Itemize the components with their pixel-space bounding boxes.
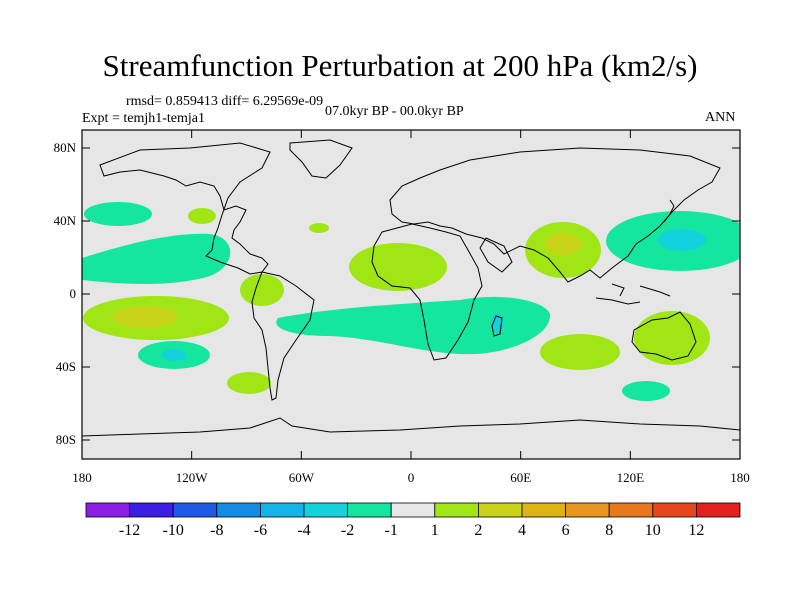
- colorbar-label: 12: [688, 522, 704, 539]
- negative-anomaly-region: [276, 296, 551, 355]
- colorbar-swatch: [434, 502, 479, 518]
- north-america-coast: [99, 142, 271, 275]
- japan-coast: [663, 199, 675, 223]
- colorbar-label: -2: [341, 522, 354, 539]
- positive-anomaly-core: [113, 306, 177, 328]
- colorbar-label: 8: [605, 522, 613, 539]
- colorbar-swatch: [172, 502, 218, 518]
- colorbar-swatch: [477, 502, 523, 518]
- axis-ticks: 80N 40N 0 40S 80S 180 120W 60W 0 60E 120E 180: [54, 130, 750, 485]
- negative-anomaly-core: [162, 349, 186, 361]
- colorbar-label: 4: [518, 522, 526, 539]
- x-tick-label: 120E: [617, 470, 645, 485]
- negative-anomaly-region: [82, 233, 231, 284]
- positive-anomaly-region: [540, 334, 620, 370]
- colorbar-label: -1: [385, 522, 398, 539]
- y-tick-label: 40S: [56, 359, 76, 374]
- y-tick-label: 80N: [54, 140, 77, 155]
- colorbar-label: 6: [562, 522, 570, 539]
- negative-anomaly-core: [658, 229, 706, 251]
- time-period-label: 07.0kyr BP - 00.0kyr BP: [325, 104, 464, 119]
- colorbar-label: -8: [210, 522, 223, 539]
- positive-anomaly-region: [240, 274, 284, 306]
- arabian-peninsula-coast: [479, 237, 513, 273]
- colorbar-label: 1: [431, 522, 439, 539]
- x-tick-label: 0: [408, 470, 415, 485]
- colorbar-label: 10: [645, 522, 661, 539]
- south-america-coast: [251, 271, 315, 401]
- africa-coast: [371, 223, 483, 361]
- colorbar-swatch: [85, 502, 130, 518]
- colorbar-swatch: [129, 502, 174, 518]
- plot-title: Streamfunction Perturbation at 200 hPa (…: [102, 48, 698, 83]
- colorbar-swatch: [259, 502, 305, 518]
- positive-anomaly-region: [188, 208, 216, 224]
- positive-anomaly-core: [545, 233, 581, 255]
- negative-anomaly-core: [491, 313, 503, 333]
- x-tick-label: 60E: [510, 470, 531, 485]
- negative-anomaly-region: [622, 381, 670, 401]
- maritime-continent-coast: [595, 283, 671, 305]
- y-tick-label: 40N: [54, 213, 77, 228]
- colorbar-swatch: [347, 502, 392, 518]
- experiment-label: Expt = temjh1-temja1: [82, 111, 205, 126]
- colorbar-swatch: [652, 502, 697, 518]
- coastlines: [82, 139, 740, 437]
- colorbar-label: 2: [474, 522, 482, 539]
- colorbar-swatch: [390, 502, 436, 518]
- positive-anomaly-region: [634, 311, 710, 365]
- positive-anomaly-region: [227, 372, 271, 394]
- colorbar-swatch: [521, 502, 566, 518]
- rmsd-diff-text: rmsd= 0.859413 diff= 6.29569e-09: [126, 94, 324, 109]
- greenland-coast: [289, 139, 353, 179]
- colorbar-label: -12: [119, 522, 140, 539]
- colorbar: -12 -10 -8 -6 -4 -2 -1 1 2 4 6 8 10 12: [85, 502, 741, 539]
- colorbar-swatch: [608, 502, 654, 518]
- x-tick-label: 180: [730, 470, 750, 485]
- x-tick-label: 180: [72, 470, 92, 485]
- australia-coast: [631, 311, 697, 361]
- x-tick-label: 120W: [176, 470, 209, 485]
- colorbar-swatch: [565, 502, 610, 518]
- negative-anomaly-region: [84, 202, 152, 226]
- positive-anomaly-region: [349, 243, 447, 291]
- colorbar-label: -6: [254, 522, 267, 539]
- map-background: [82, 130, 740, 459]
- y-tick-label: 0: [70, 286, 77, 301]
- colorbar-label: -4: [297, 522, 310, 539]
- colorbar-swatch: [303, 502, 348, 518]
- season-label: ANN: [705, 110, 736, 125]
- y-tick-label: 80S: [56, 432, 76, 447]
- positive-anomaly-region: [309, 223, 329, 233]
- colorbar-label: -10: [163, 522, 184, 539]
- eurasia-coast: [389, 147, 721, 283]
- colorbar-swatch: [696, 502, 741, 518]
- x-tick-label: 60W: [289, 470, 315, 485]
- antarctica-coast: [82, 417, 740, 437]
- madagascar-coast: [491, 315, 503, 337]
- colorbar-swatch: [216, 502, 261, 518]
